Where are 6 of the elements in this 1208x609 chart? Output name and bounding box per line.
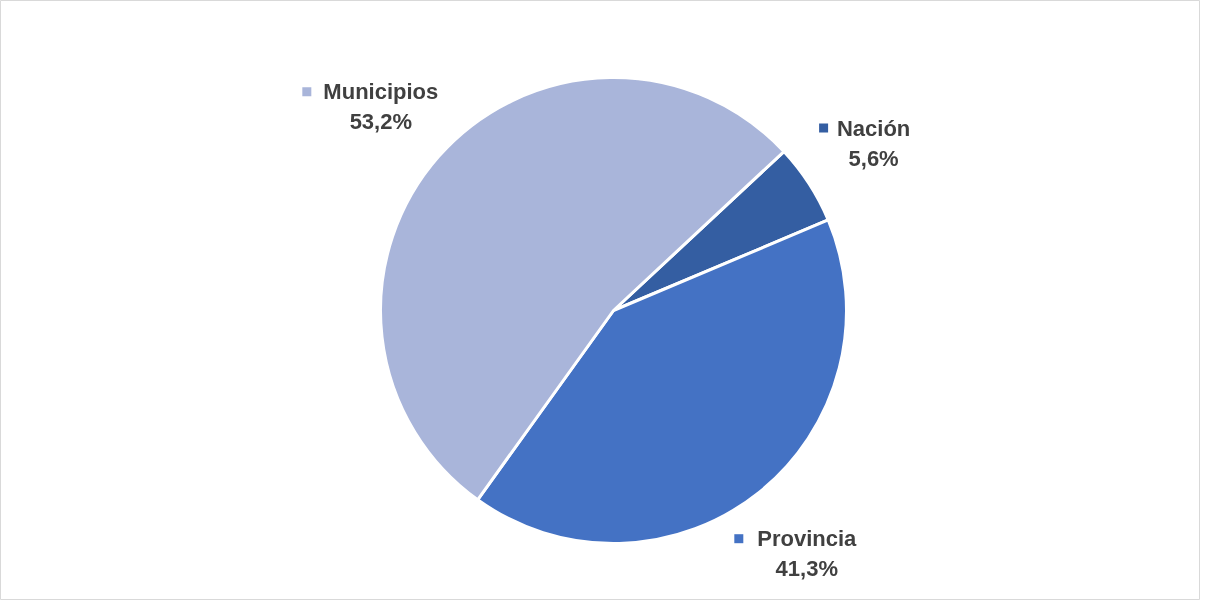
data-label: 5,6%: [848, 145, 899, 171]
legend-label: Municipios: [323, 79, 439, 105]
legend-label: Provincia: [757, 526, 858, 552]
data-label: 53,2%: [349, 109, 413, 135]
data-label: 41,3%: [775, 556, 839, 582]
legend-label: Nación: [836, 115, 911, 141]
